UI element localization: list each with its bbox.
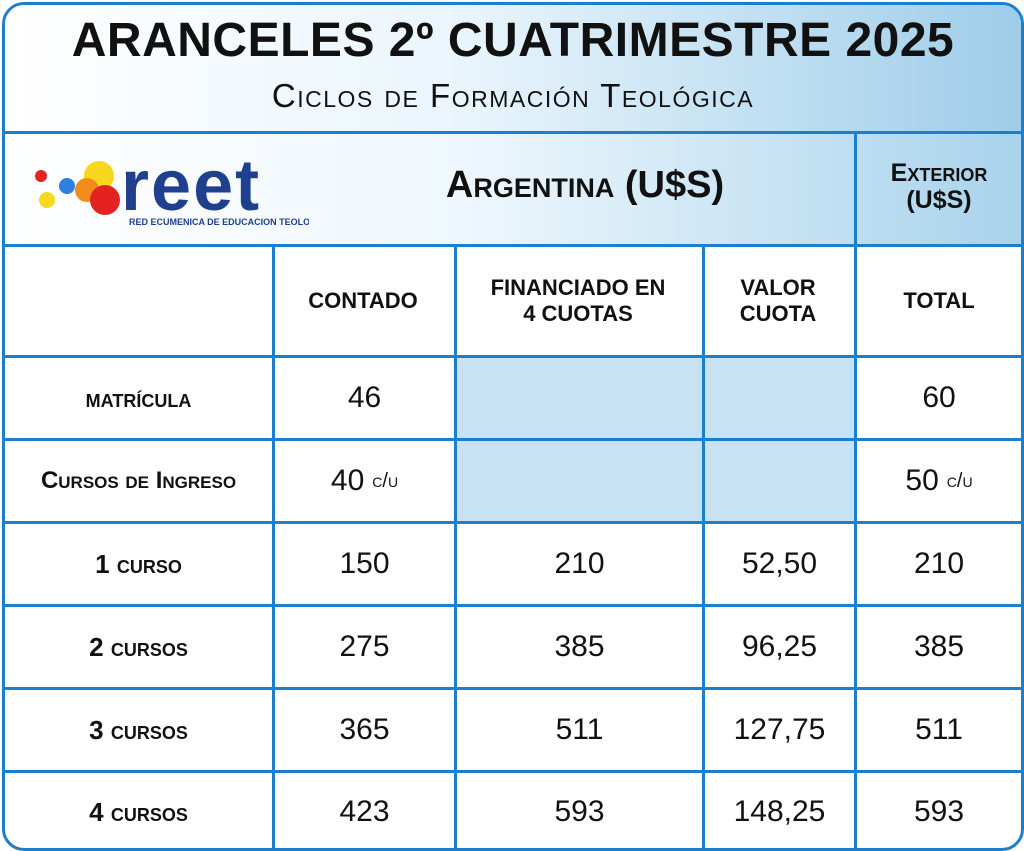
cell-total: 385 (913, 630, 965, 663)
col-header-financiado-l1: FINANCIADO EN (490, 275, 666, 300)
col-header-valor-l2: CUOTA (739, 301, 817, 326)
row-divider (5, 521, 1021, 524)
exterior-label: Exterior (890, 159, 988, 187)
row-label-3-cursos: 3 cursos (89, 714, 188, 745)
cell-contado: 46 (347, 381, 382, 414)
row-label-cursos-ingreso: Cursos de Ingreso (40, 467, 237, 494)
col-header-total: TOTAL (903, 288, 975, 313)
cell-total: 210 (913, 547, 965, 580)
cell-financiado-empty (457, 441, 702, 521)
cell-contado: 40 c/u (275, 441, 454, 521)
cell-financiado: 511 (555, 713, 604, 746)
col-header-financiado-l2: 4 CUOTAS (523, 301, 633, 326)
logo-dot-red (90, 185, 120, 215)
cell-total: 60 (922, 381, 956, 414)
section-header: reet RED ECUMENICA DE EDUCACION TEOLOGIC… (5, 134, 1021, 247)
argentina-header: Argentina (U$S) (445, 164, 725, 206)
page-title: ARANCELES 2º CUATRIMESTRE 2025 (71, 14, 955, 67)
exterior-currency: (U$S) (906, 186, 972, 214)
cell-contado-value: 40 (330, 464, 365, 497)
col-header-valor-cuota: VALOR CUOTA (702, 247, 854, 355)
logo-dot-blue-small (59, 178, 75, 194)
cell-total: 593 (913, 795, 965, 828)
cell-valor-cuota: 52,50 (741, 547, 818, 580)
row-divider (5, 687, 1021, 690)
logo-dot-red-small (35, 170, 47, 182)
reet-logo: reet RED ECUMENICA DE EDUCACION TEOLOGIC… (35, 150, 309, 227)
col-divider (454, 247, 457, 848)
cell-valor-empty (705, 358, 854, 438)
row-divider (5, 604, 1021, 607)
per-unit-suffix: c/u (372, 469, 399, 492)
row-divider (5, 355, 1021, 358)
per-unit-suffix: c/u (946, 469, 973, 492)
cell-valor-cuota: 96,25 (741, 630, 818, 663)
row-divider (5, 770, 1021, 773)
row-label-1-curso: 1 curso (95, 548, 182, 579)
corner-cell (5, 247, 272, 355)
col-divider (854, 247, 857, 848)
logo-wordmark: reet (121, 150, 261, 226)
page-subtitle: Ciclos de Formación Teológica (271, 77, 755, 114)
cell-contado: 423 (339, 795, 390, 828)
col-header-valor-l1: VALOR (740, 275, 816, 300)
cell-contado: 365 (339, 713, 390, 746)
cell-total: 50 c/u (857, 441, 1021, 521)
cell-financiado: 210 (554, 547, 605, 580)
cell-financiado: 385 (554, 630, 605, 663)
row-label-4-cursos: 4 cursos (89, 796, 188, 827)
cell-contado: 150 (339, 547, 390, 580)
cell-financiado: 593 (554, 795, 605, 828)
divider (854, 134, 857, 244)
cell-financiado-empty (457, 358, 702, 438)
title-band: ARANCELES 2º CUATRIMESTRE 2025 Ciclos de… (5, 5, 1021, 134)
logo-tagline: RED ECUMENICA DE EDUCACION TEOLOGICA (129, 217, 309, 227)
exterior-header: Exterior (U$S) (857, 160, 1021, 214)
col-header-financiado: FINANCIADO EN 4 CUOTAS (454, 247, 702, 355)
col-divider (702, 247, 705, 848)
cell-contado: 275 (339, 630, 390, 663)
cell-total: 511 (915, 713, 963, 746)
cell-valor-cuota: 148,25 (733, 795, 826, 828)
cell-total-value: 50 (905, 464, 939, 497)
cell-valor-empty (705, 441, 854, 521)
row-divider (5, 438, 1021, 441)
logo-dot-yellow-small (39, 192, 55, 208)
col-header-contado: CONTADO (308, 288, 418, 313)
row-label-matricula: matrícula (85, 382, 192, 413)
col-divider (272, 247, 275, 848)
row-label-2-cursos: 2 cursos (89, 631, 188, 662)
cell-valor-cuota: 127,75 (733, 713, 826, 746)
